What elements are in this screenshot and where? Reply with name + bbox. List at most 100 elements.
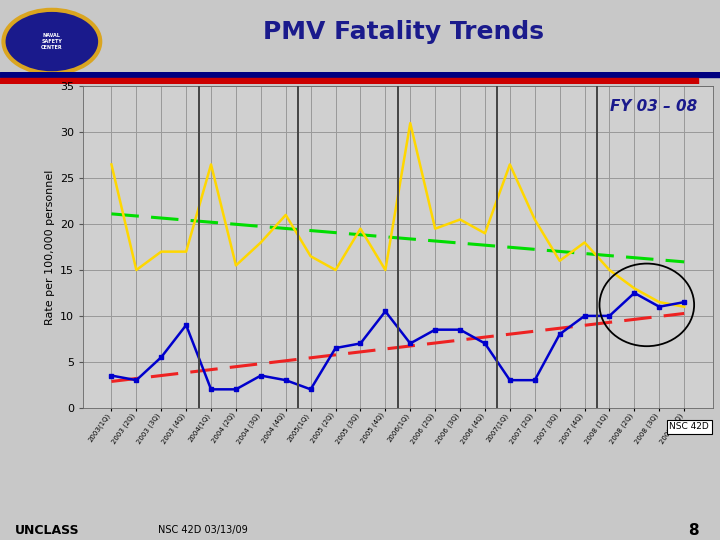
Motorcycle — [331, 345, 340, 351]
Text: NAVAL
SAFETY
CENTER: NAVAL SAFETY CENTER — [41, 33, 63, 50]
Motorcycle — [282, 377, 290, 383]
Motorcycle — [580, 313, 589, 319]
Motorcycle — [381, 308, 390, 314]
4-Wheel — [481, 230, 490, 237]
Linear (4-Wheel) — [555, 248, 564, 255]
Linear (4-Wheel) — [107, 211, 116, 217]
Motorcycle — [306, 386, 315, 393]
Linear (4-Wheel) — [356, 232, 365, 238]
4-Wheel — [306, 253, 315, 260]
Linear (4-Wheel) — [680, 259, 688, 265]
Linear (Motorcycle) — [207, 366, 215, 373]
Linear (4-Wheel) — [381, 234, 390, 240]
4-Wheel — [655, 299, 664, 306]
Linear (Motorcycle) — [605, 319, 613, 326]
4-Wheel — [107, 161, 116, 168]
Linear (Motorcycle) — [157, 372, 166, 379]
Linear (Motorcycle) — [531, 328, 539, 334]
Linear (Motorcycle) — [505, 331, 514, 338]
Linear (4-Wheel) — [605, 252, 613, 259]
Linear (Motorcycle) — [630, 316, 639, 322]
Bar — [0, 78, 698, 84]
Linear (Motorcycle) — [431, 340, 439, 346]
Linear (Motorcycle) — [580, 322, 589, 328]
Line: Linear (4-Wheel): Linear (4-Wheel) — [112, 214, 684, 262]
Linear (4-Wheel) — [481, 242, 490, 248]
Linear (Motorcycle) — [306, 355, 315, 361]
Motorcycle — [356, 340, 365, 347]
Linear (4-Wheel) — [456, 240, 464, 246]
Linear (Motorcycle) — [381, 346, 390, 352]
Linear (Motorcycle) — [406, 343, 415, 349]
Linear (Motorcycle) — [481, 334, 490, 340]
Y-axis label: Rate per 100,000 personnel: Rate per 100,000 personnel — [45, 170, 55, 325]
Circle shape — [4, 10, 100, 73]
Linear (Motorcycle) — [256, 361, 265, 367]
Linear (Motorcycle) — [282, 357, 290, 364]
Motorcycle — [630, 289, 639, 296]
Linear (Motorcycle) — [655, 313, 664, 320]
Motorcycle — [555, 331, 564, 338]
4-Wheel — [680, 303, 688, 310]
Motorcycle — [456, 326, 464, 333]
Motorcycle — [132, 377, 140, 383]
4-Wheel — [580, 239, 589, 246]
4-Wheel — [207, 161, 215, 168]
4-Wheel — [182, 248, 191, 255]
Motorcycle — [207, 386, 215, 393]
Motorcycle — [505, 377, 514, 383]
Linear (4-Wheel) — [505, 244, 514, 251]
4-Wheel — [605, 267, 613, 273]
Motorcycle — [431, 326, 439, 333]
4-Wheel — [132, 267, 140, 273]
Linear (4-Wheel) — [580, 250, 589, 256]
Line: 4-Wheel: 4-Wheel — [112, 123, 684, 307]
Linear (4-Wheel) — [431, 238, 439, 244]
4-Wheel — [381, 267, 390, 273]
4-Wheel — [555, 258, 564, 264]
Linear (4-Wheel) — [256, 223, 265, 230]
4-Wheel — [356, 226, 365, 232]
Linear (Motorcycle) — [680, 310, 688, 316]
Linear (4-Wheel) — [232, 221, 240, 227]
4-Wheel — [456, 216, 464, 222]
Motorcycle — [182, 322, 191, 328]
4-Wheel — [256, 239, 265, 246]
Linear (4-Wheel) — [157, 215, 166, 221]
Motorcycle — [256, 373, 265, 379]
Text: FY 03 – 08: FY 03 – 08 — [610, 99, 697, 114]
Linear (4-Wheel) — [207, 219, 215, 226]
Linear (Motorcycle) — [555, 325, 564, 332]
4-Wheel — [282, 212, 290, 218]
4-Wheel — [232, 262, 240, 269]
4-Wheel — [431, 226, 439, 232]
Motorcycle — [406, 340, 415, 347]
Text: NSC 42D: NSC 42D — [670, 422, 709, 431]
Bar — [0, 72, 720, 77]
Linear (4-Wheel) — [630, 254, 639, 261]
Linear (Motorcycle) — [356, 349, 365, 355]
Text: PMV Fatality Trends: PMV Fatality Trends — [263, 19, 544, 44]
4-Wheel — [630, 285, 639, 292]
Motorcycle — [481, 340, 490, 347]
Linear (4-Wheel) — [655, 256, 664, 263]
Linear (Motorcycle) — [331, 352, 340, 358]
Line: Linear (Motorcycle): Linear (Motorcycle) — [112, 313, 684, 381]
Linear (Motorcycle) — [182, 369, 191, 376]
Linear (4-Wheel) — [331, 230, 340, 236]
Text: UNCLASS: UNCLASS — [14, 524, 79, 537]
Motorcycle — [605, 313, 613, 319]
Text: NSC 42D 03/13/09: NSC 42D 03/13/09 — [158, 525, 248, 535]
Linear (Motorcycle) — [232, 363, 240, 370]
Linear (4-Wheel) — [132, 213, 140, 219]
4-Wheel — [331, 267, 340, 273]
Linear (4-Wheel) — [306, 227, 315, 234]
Linear (Motorcycle) — [456, 337, 464, 343]
Linear (4-Wheel) — [406, 235, 415, 242]
Text: 8: 8 — [688, 523, 698, 538]
Linear (4-Wheel) — [531, 246, 539, 253]
Motorcycle — [157, 354, 166, 361]
Motorcycle — [655, 303, 664, 310]
4-Wheel — [531, 216, 539, 222]
4-Wheel — [406, 120, 415, 126]
